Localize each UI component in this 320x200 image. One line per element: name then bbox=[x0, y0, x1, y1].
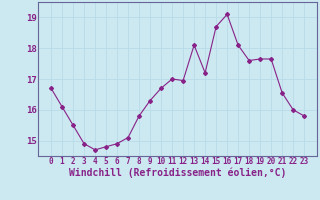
X-axis label: Windchill (Refroidissement éolien,°C): Windchill (Refroidissement éolien,°C) bbox=[69, 168, 286, 178]
